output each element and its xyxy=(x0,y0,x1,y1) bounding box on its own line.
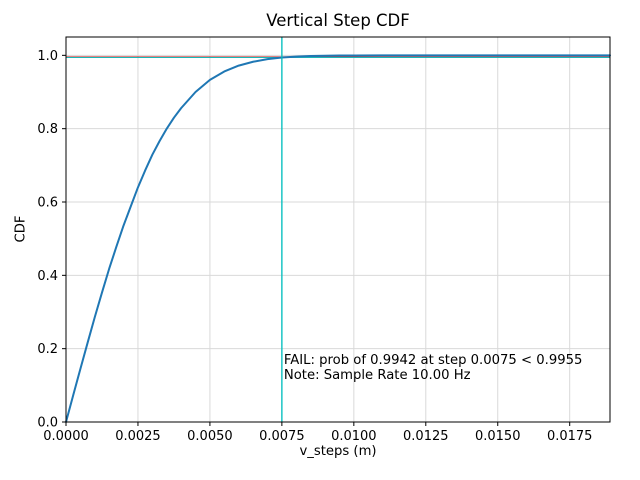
x-tick-label: 0.0125 xyxy=(403,429,449,444)
y-tick-label: 0.8 xyxy=(37,122,58,137)
y-tick-label: 0.4 xyxy=(37,269,58,284)
x-tick-label: 0.0050 xyxy=(187,429,233,444)
y-tick-label: 0.0 xyxy=(37,416,58,431)
chart-title: Vertical Step CDF xyxy=(266,11,410,30)
x-axis-label: v_steps (m) xyxy=(299,444,377,459)
vertical-step-cdf-curve xyxy=(65,54,611,423)
x-tick-label: 0.0075 xyxy=(259,429,305,444)
fail-annotation: FAIL: prob of 0.9942 at step 0.0075 < 0.… xyxy=(284,353,583,368)
x-tick-label: 0.0175 xyxy=(547,429,593,444)
y-tick-label: 0.6 xyxy=(37,196,58,211)
y-tick-label: 0.2 xyxy=(37,342,58,357)
y-tick-label: 1.0 xyxy=(37,49,58,64)
x-tick-label: 0.0000 xyxy=(43,429,89,444)
x-tick-label: 0.0100 xyxy=(331,429,377,444)
x-tick-label: 0.0025 xyxy=(115,429,161,444)
note-annotation: Note: Sample Rate 10.00 Hz xyxy=(284,368,471,383)
axes-spines xyxy=(65,36,611,423)
x-tick-label: 0.0150 xyxy=(475,429,521,444)
